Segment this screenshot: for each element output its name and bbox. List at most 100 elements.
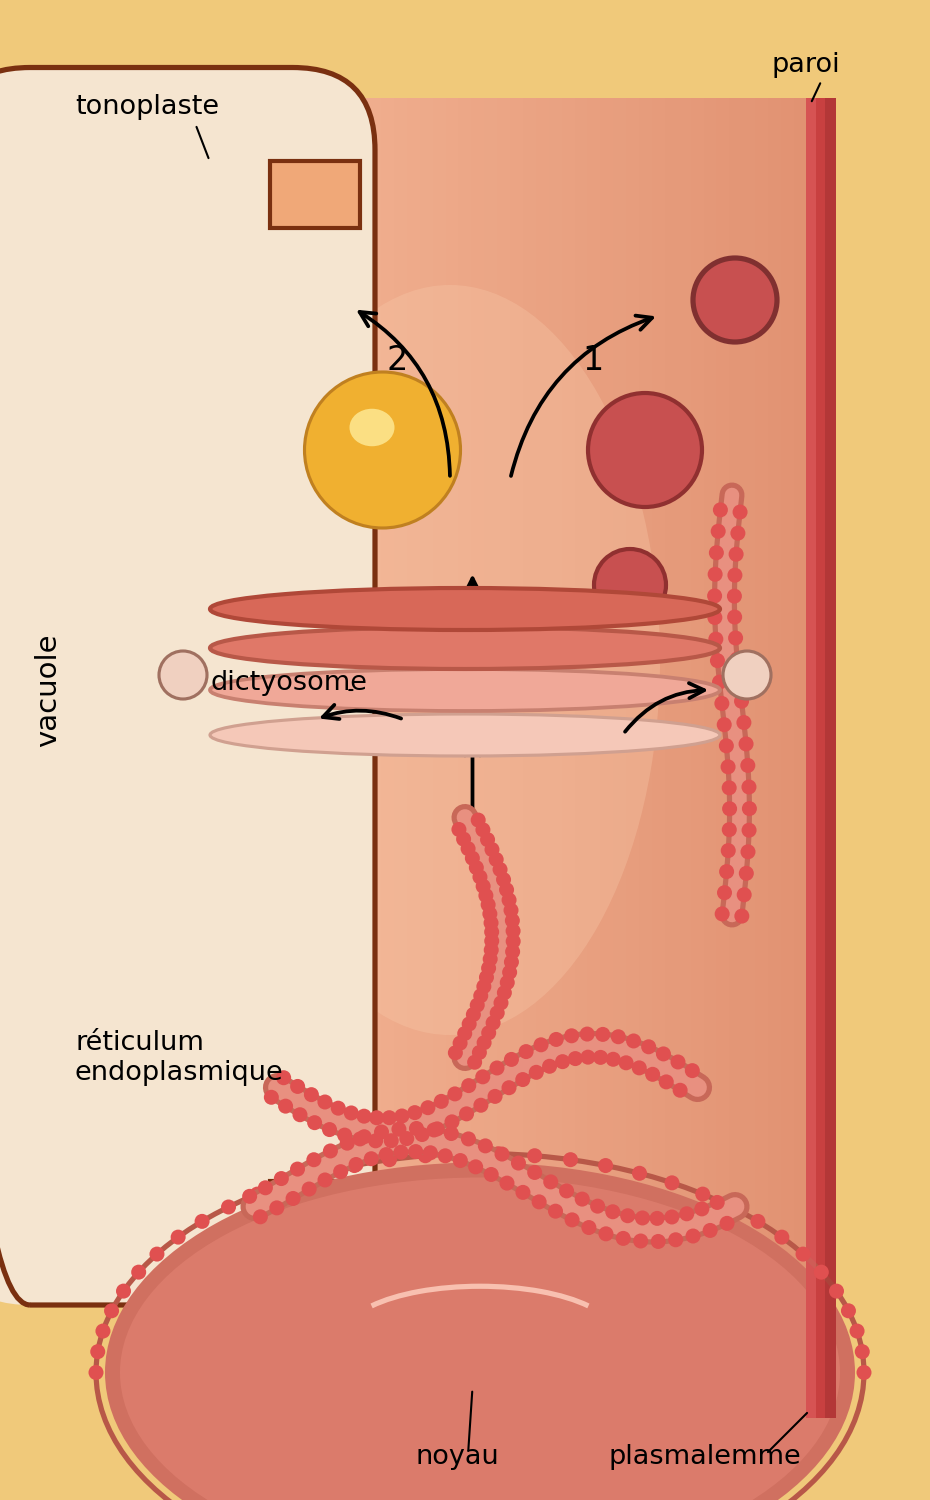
Circle shape [495, 1146, 510, 1161]
Circle shape [595, 1028, 610, 1042]
Circle shape [850, 1323, 865, 1338]
Circle shape [829, 1284, 844, 1299]
Circle shape [281, 1176, 296, 1191]
Circle shape [559, 1184, 574, 1198]
Bar [703, 98, 716, 1417]
Circle shape [347, 1158, 362, 1173]
Circle shape [317, 1095, 332, 1110]
Circle shape [430, 1122, 445, 1137]
Circle shape [470, 998, 485, 1012]
Circle shape [733, 504, 748, 519]
Circle shape [460, 842, 475, 856]
Circle shape [382, 1152, 397, 1167]
Circle shape [469, 859, 484, 874]
Circle shape [532, 1194, 547, 1209]
Circle shape [568, 1052, 583, 1066]
Circle shape [420, 1100, 435, 1114]
Circle shape [515, 1072, 530, 1088]
Circle shape [116, 1284, 131, 1299]
Circle shape [454, 1146, 470, 1161]
Circle shape [293, 1107, 308, 1122]
Circle shape [795, 1246, 811, 1262]
Circle shape [563, 1152, 578, 1167]
Bar [226, 98, 239, 1417]
Circle shape [307, 1114, 322, 1130]
Circle shape [423, 1146, 438, 1161]
Circle shape [301, 1182, 316, 1197]
Circle shape [485, 924, 499, 939]
Circle shape [368, 1134, 383, 1149]
Circle shape [721, 843, 736, 858]
Circle shape [707, 588, 722, 603]
Circle shape [555, 1054, 570, 1070]
Bar [291, 98, 303, 1417]
Circle shape [159, 651, 207, 699]
Circle shape [476, 1035, 492, 1050]
Circle shape [504, 1052, 519, 1066]
Circle shape [394, 1108, 409, 1124]
Circle shape [593, 1050, 608, 1065]
Text: noyau: noyau [416, 1444, 499, 1470]
Bar [716, 98, 729, 1417]
Circle shape [841, 1304, 856, 1318]
Circle shape [632, 1166, 647, 1180]
Circle shape [534, 1038, 549, 1053]
Circle shape [505, 944, 520, 958]
Bar [806, 98, 819, 1417]
Circle shape [478, 1138, 493, 1154]
Circle shape [734, 693, 749, 708]
Circle shape [708, 610, 723, 626]
Circle shape [665, 1176, 680, 1191]
Bar [691, 98, 703, 1417]
Circle shape [461, 1078, 476, 1094]
Circle shape [356, 1108, 372, 1124]
Circle shape [855, 1344, 870, 1359]
Text: réticulum
endoplasmique: réticulum endoplasmique [75, 1029, 284, 1086]
Circle shape [456, 831, 472, 846]
Circle shape [720, 1216, 735, 1231]
Circle shape [719, 864, 734, 879]
Circle shape [588, 393, 702, 507]
Circle shape [641, 1040, 657, 1054]
Circle shape [693, 258, 777, 342]
Circle shape [290, 1161, 305, 1176]
Bar [200, 98, 213, 1417]
Circle shape [461, 1131, 476, 1146]
Circle shape [580, 1050, 595, 1065]
Circle shape [451, 822, 467, 837]
Bar [188, 98, 832, 1417]
Circle shape [481, 1026, 497, 1041]
Circle shape [338, 1128, 352, 1143]
Bar [394, 98, 406, 1417]
Circle shape [740, 844, 755, 859]
Circle shape [717, 885, 732, 900]
Circle shape [393, 1144, 408, 1160]
Circle shape [723, 651, 771, 699]
Circle shape [730, 525, 745, 540]
Circle shape [485, 1016, 500, 1031]
Bar [432, 98, 445, 1417]
Circle shape [331, 1101, 346, 1116]
Bar [188, 98, 200, 1417]
Bar [303, 98, 316, 1417]
Circle shape [711, 524, 725, 538]
Circle shape [740, 758, 755, 772]
Circle shape [605, 1204, 620, 1219]
Bar [639, 98, 652, 1417]
Circle shape [672, 1083, 687, 1098]
Circle shape [527, 1148, 542, 1162]
Ellipse shape [210, 669, 720, 711]
Bar [458, 98, 472, 1417]
Circle shape [656, 1047, 671, 1062]
Circle shape [466, 1007, 481, 1022]
Bar [742, 98, 755, 1417]
Circle shape [605, 1052, 620, 1066]
Text: tonoplaste: tonoplaste [75, 94, 219, 120]
Bar [419, 98, 432, 1417]
Circle shape [349, 1156, 364, 1172]
Circle shape [459, 1107, 474, 1122]
Circle shape [481, 960, 496, 975]
Circle shape [171, 1230, 186, 1245]
FancyBboxPatch shape [0, 68, 375, 1305]
Circle shape [503, 903, 519, 918]
